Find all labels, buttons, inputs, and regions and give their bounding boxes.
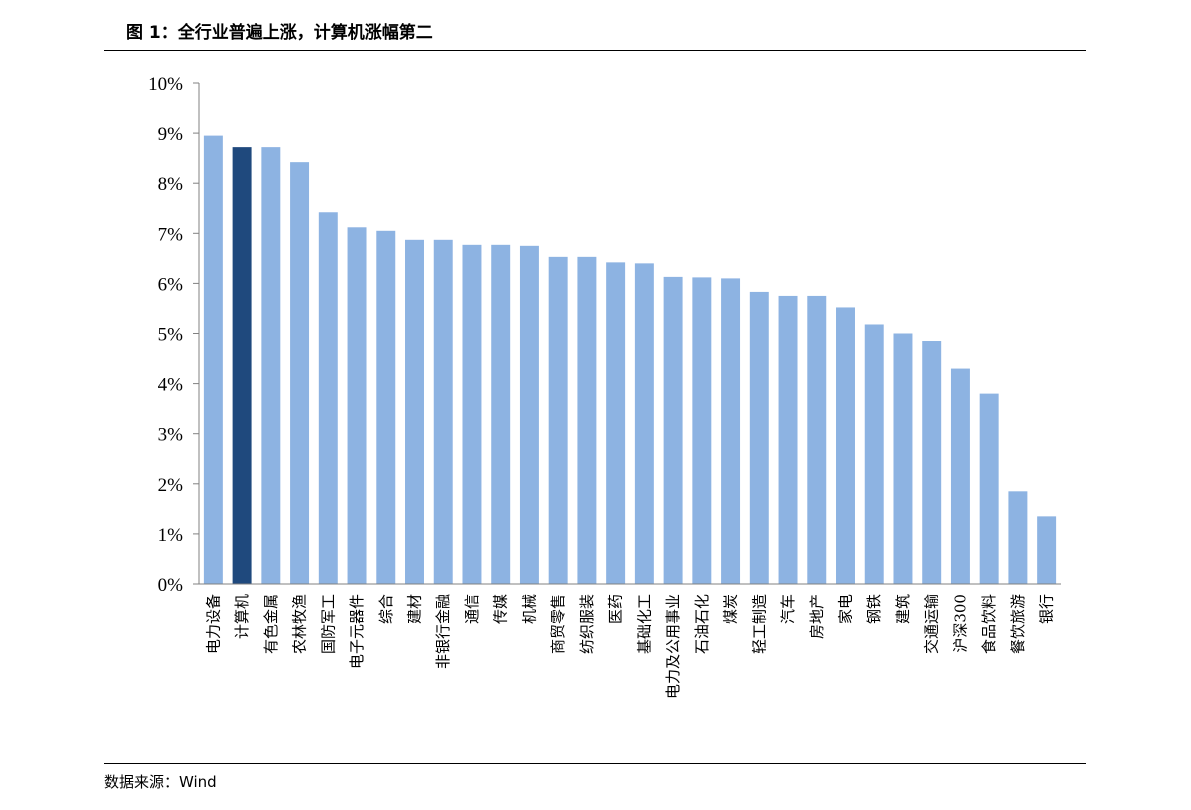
x-category-label: 沪深300	[951, 594, 969, 653]
y-tick-label: 9%	[158, 124, 184, 145]
bar-9	[433, 239, 453, 585]
bar-27	[950, 368, 970, 584]
bar-28	[979, 393, 999, 584]
bar-8	[405, 239, 424, 585]
x-category-label: 建筑	[894, 594, 912, 624]
x-category-label: 有色金属	[262, 594, 280, 654]
top-rule	[104, 50, 1086, 51]
bar-25	[893, 333, 913, 584]
x-category-label: 计算机	[233, 594, 251, 639]
x-category-label: 农林牧渔	[291, 594, 309, 654]
y-tick-label: 7%	[158, 224, 184, 245]
bar-14	[577, 256, 597, 584]
x-category-label: 纺织服装	[578, 594, 596, 654]
bar-20	[749, 291, 769, 584]
y-tick-label: 0%	[158, 575, 184, 596]
y-tick-label: 6%	[158, 274, 184, 295]
x-category-label: 建材	[406, 594, 424, 624]
axes	[198, 83, 1061, 585]
y-tick-label: 8%	[158, 174, 184, 195]
bar-18	[692, 277, 712, 584]
bar-2	[232, 147, 252, 585]
x-category-label: 家电	[837, 594, 855, 624]
x-category-label: 食品饮料	[980, 594, 998, 654]
bar-21	[778, 295, 798, 584]
bar-22	[807, 295, 827, 584]
bar-4	[290, 162, 310, 584]
x-axis-labels: 电力设备 计算机 有色金属 农林牧渔 国防军工 电子元器件 综合 建材 非银行金融 通信 传媒 机械商…	[204, 594, 1055, 699]
x-category-label: 电力及公用事业	[664, 594, 682, 699]
bar-24	[864, 324, 884, 584]
x-category-label: 非银行金融	[434, 594, 452, 669]
bar-16	[634, 263, 654, 584]
bar-26	[922, 341, 942, 584]
x-category-label: 机械	[520, 594, 538, 624]
x-category-label: 餐饮旅游	[1009, 594, 1027, 654]
x-category-label: 交通运输	[923, 594, 941, 654]
bar-13	[548, 256, 568, 584]
bar-19	[721, 278, 741, 584]
x-category-label: 煤炭	[722, 594, 740, 624]
bar-6	[347, 227, 367, 584]
bar-1	[203, 135, 223, 585]
x-category-label: 石油石化	[693, 594, 711, 654]
bar-10	[462, 244, 482, 584]
y-tick-label: 5%	[158, 325, 184, 346]
x-category-label: 房地产	[808, 594, 826, 639]
x-category-label: 医药	[607, 594, 625, 624]
x-category-label: 汽车	[779, 594, 797, 624]
bar-15	[606, 262, 626, 584]
bar-23	[836, 307, 855, 584]
y-tick-label: 3%	[158, 425, 184, 446]
x-category-label: 银行	[1038, 594, 1056, 624]
source-note: 数据来源：Wind	[104, 773, 217, 791]
bar-11	[491, 244, 511, 584]
x-category-label: 传媒	[492, 594, 510, 624]
bar-12	[519, 245, 539, 584]
x-category-label: 国防军工	[319, 594, 337, 654]
bars	[203, 135, 1057, 585]
y-tick-label: 1%	[158, 525, 184, 546]
bottom-rule	[104, 763, 1086, 764]
bar-30	[1037, 516, 1057, 584]
bar-chart: 0% 1% 2% 3% 4% 5% 6% 7% 8% 9% 10% 电力设备 计算机 有色金属 农林牧渔国…	[148, 74, 1061, 699]
x-category-label: 轻工制造	[750, 594, 768, 654]
x-category-label: 商贸零售	[549, 594, 567, 654]
y-tick-label: 10%	[148, 74, 183, 95]
bar-7	[376, 230, 396, 585]
x-category-label: 电力设备	[204, 594, 222, 654]
y-tick-label: 2%	[158, 475, 184, 496]
bar-3	[261, 147, 281, 585]
x-category-label: 钢铁	[865, 594, 883, 624]
bar-17	[663, 276, 683, 584]
x-category-label: 通信	[463, 594, 481, 624]
y-axis-ticks: 0% 1% 2% 3% 4% 5% 6% 7% 8% 9% 10%	[148, 74, 199, 596]
bar-5	[318, 212, 338, 584]
figure-title: 图 1：全行业普遍上涨，计算机涨幅第二	[126, 23, 433, 43]
x-category-label: 基础化工	[635, 594, 653, 654]
x-category-label: 综合	[377, 594, 395, 624]
x-category-label: 电子元器件	[348, 594, 366, 669]
y-tick-label: 4%	[158, 375, 184, 396]
bar-29	[1008, 491, 1028, 584]
